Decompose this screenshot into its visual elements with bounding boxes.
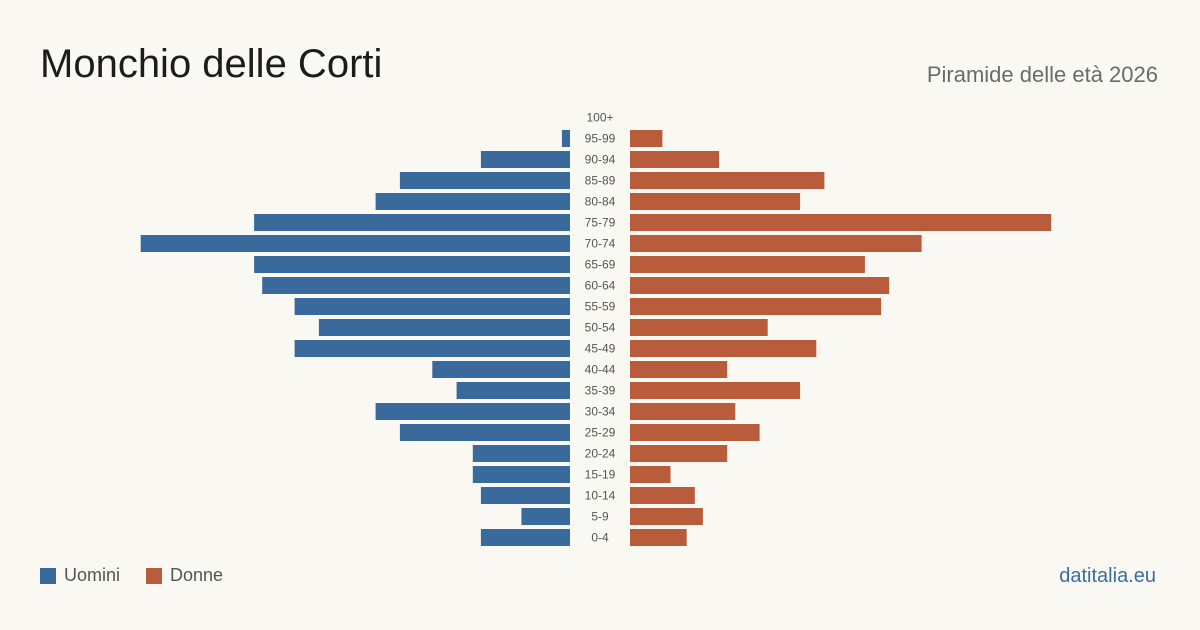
bar-women-0-4 (630, 529, 687, 546)
bar-women-30-34 (630, 403, 736, 420)
bar-men-25-29 (399, 424, 570, 441)
legend-swatch-men (40, 567, 56, 584)
bar-women-5-9 (630, 508, 703, 525)
bar-men-10-14 (480, 487, 570, 504)
age-label-25-29: 25-29 (585, 426, 616, 440)
legend-swatch-women (146, 567, 163, 584)
age-label-30-34: 30-34 (585, 405, 616, 419)
legend-item-women: Donne (146, 565, 223, 586)
bar-men-15-19 (472, 466, 570, 483)
age-label-95-99: 95-99 (585, 132, 616, 146)
age-label-5-9: 5-9 (591, 510, 609, 524)
bar-men-40-44 (432, 361, 570, 378)
age-label-85-89: 85-89 (585, 174, 616, 188)
age-label-35-39: 35-39 (585, 384, 616, 398)
legend-label-women: Donne (170, 565, 224, 585)
bar-men-35-39 (456, 382, 570, 399)
bar-women-10-14 (630, 487, 695, 504)
chart-subtitle: Piramide delle età 2026 (926, 62, 1158, 87)
age-label-20-24: 20-24 (585, 447, 616, 461)
source-link[interactable]: datitalia.eu (1059, 565, 1156, 587)
age-label-0-4: 0-4 (591, 531, 609, 545)
chart-title: Monchio delle Corti (40, 42, 383, 86)
bar-women-60-64 (630, 277, 890, 294)
bar-women-80-84 (630, 193, 801, 210)
bar-women-65-69 (630, 256, 865, 273)
bar-women-55-59 (630, 298, 882, 315)
age-label-55-59: 55-59 (585, 300, 616, 314)
bar-men-70-74 (140, 235, 570, 252)
bar-women-15-19 (630, 466, 671, 483)
age-label-100+: 100+ (586, 111, 613, 125)
age-label-15-19: 15-19 (585, 468, 616, 482)
bar-men-30-34 (375, 403, 570, 420)
age-label-45-49: 45-49 (585, 342, 616, 356)
bar-women-35-39 (630, 382, 801, 399)
age-label-60-64: 60-64 (585, 279, 616, 293)
bar-women-50-54 (630, 319, 768, 336)
bar-men-55-59 (294, 298, 570, 315)
age-label-80-84: 80-84 (585, 195, 616, 209)
bar-men-0-4 (480, 529, 570, 546)
age-label-65-69: 65-69 (585, 258, 616, 272)
bar-women-25-29 (630, 424, 760, 441)
bar-women-85-89 (630, 172, 825, 189)
bar-women-45-49 (630, 340, 817, 357)
age-label-90-94: 90-94 (585, 153, 616, 167)
legend: Uomini Donne (40, 565, 223, 586)
age-label-50-54: 50-54 (585, 321, 616, 335)
bar-women-70-74 (630, 235, 922, 252)
bar-men-60-64 (262, 277, 570, 294)
age-label-10-14: 10-14 (585, 489, 616, 503)
bar-men-95-99 (561, 130, 570, 147)
bar-men-90-94 (480, 151, 570, 168)
age-label-70-74: 70-74 (585, 237, 616, 251)
bar-women-90-94 (630, 151, 720, 168)
bar-men-45-49 (294, 340, 570, 357)
bar-men-50-54 (318, 319, 570, 336)
age-label-75-79: 75-79 (585, 216, 616, 230)
bar-men-80-84 (375, 193, 570, 210)
bar-women-95-99 (630, 130, 663, 147)
age-label-40-44: 40-44 (585, 363, 616, 377)
bar-women-40-44 (630, 361, 728, 378)
bar-women-75-79 (630, 214, 1052, 231)
legend-item-men: Uomini (40, 565, 120, 586)
bar-men-85-89 (399, 172, 570, 189)
bar-men-75-79 (254, 214, 570, 231)
bar-men-20-24 (472, 445, 570, 462)
legend-label-men: Uomini (64, 565, 121, 585)
bar-women-20-24 (630, 445, 728, 462)
bar-men-5-9 (521, 508, 570, 525)
bar-men-65-69 (254, 256, 570, 273)
